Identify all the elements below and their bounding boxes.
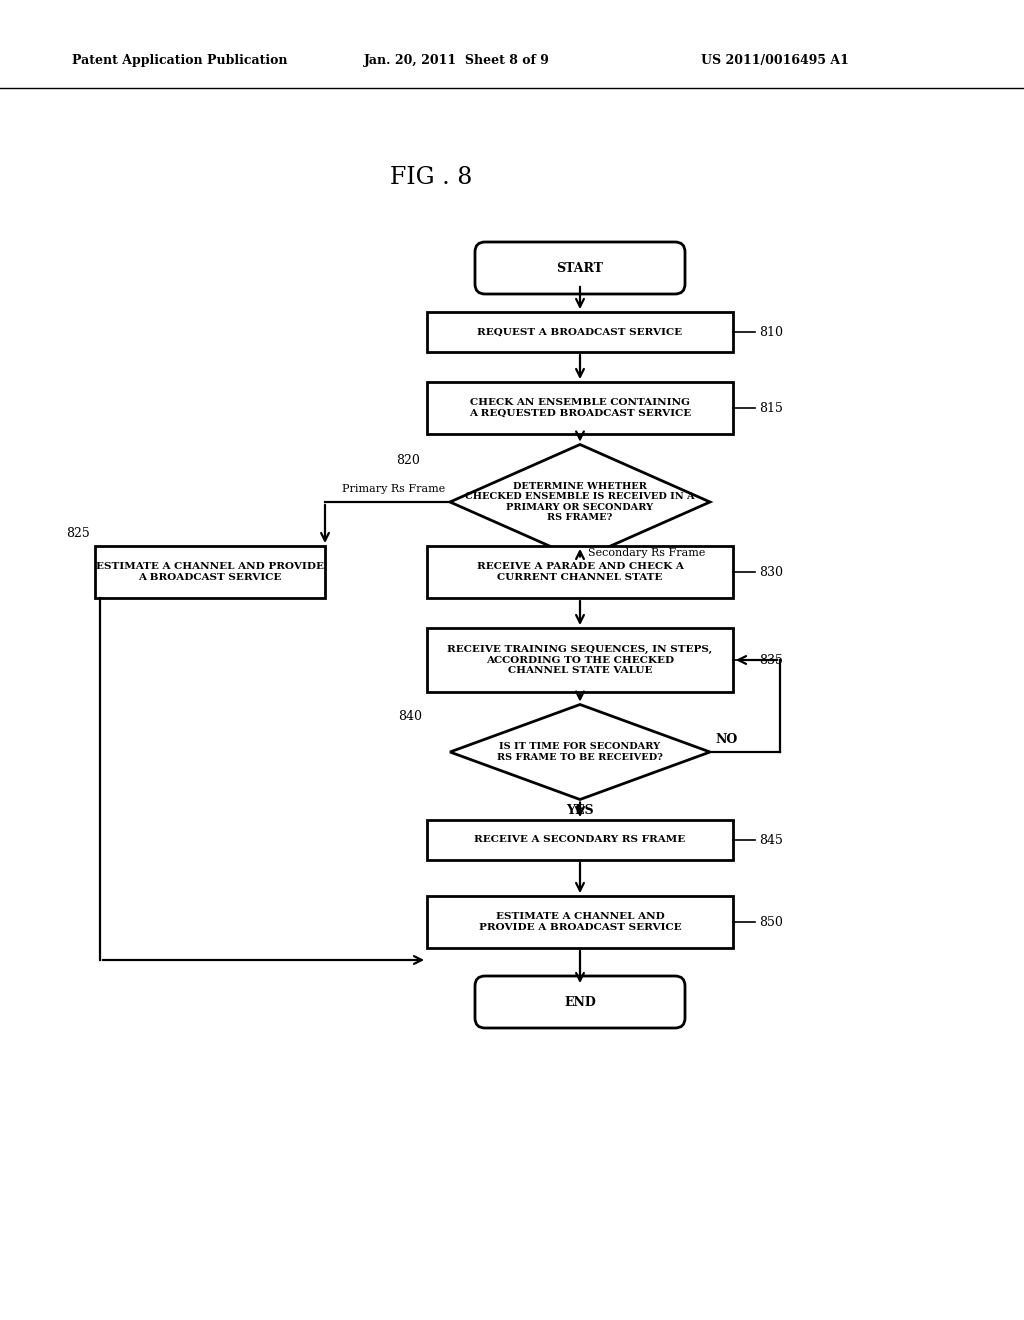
Text: CHECK AN ENSEMBLE CONTAINING
A REQUESTED BROADCAST SERVICE: CHECK AN ENSEMBLE CONTAINING A REQUESTED… <box>469 399 691 417</box>
Polygon shape <box>450 705 710 800</box>
Text: RECEIVE A SECONDARY RS FRAME: RECEIVE A SECONDARY RS FRAME <box>474 836 686 845</box>
Text: START: START <box>557 261 603 275</box>
Text: ESTIMATE A CHANNEL AND
PROVIDE A BROADCAST SERVICE: ESTIMATE A CHANNEL AND PROVIDE A BROADCA… <box>478 912 681 932</box>
FancyBboxPatch shape <box>475 975 685 1028</box>
Bar <box>95 546 325 598</box>
Bar <box>427 312 733 352</box>
Text: 810: 810 <box>759 326 783 338</box>
Text: 815: 815 <box>759 401 783 414</box>
Text: IS IT TIME FOR SECONDARY
RS FRAME TO BE RECEIVED?: IS IT TIME FOR SECONDARY RS FRAME TO BE … <box>497 742 663 762</box>
Bar <box>427 896 733 948</box>
Bar <box>427 628 733 692</box>
Text: NO: NO <box>715 733 737 746</box>
Text: Patent Application Publication: Patent Application Publication <box>72 54 287 67</box>
Bar <box>427 546 733 598</box>
Text: 820: 820 <box>396 454 420 467</box>
Text: YES: YES <box>566 804 594 817</box>
Text: US 2011/0016495 A1: US 2011/0016495 A1 <box>701 54 849 67</box>
Text: DETERMINE WHETHER
CHECKED ENSEMBLE IS RECEIVED IN A
PRIMARY OR SECONDARY
RS FRAM: DETERMINE WHETHER CHECKED ENSEMBLE IS RE… <box>465 482 695 523</box>
Polygon shape <box>450 445 710 560</box>
Text: 850: 850 <box>759 916 783 928</box>
Text: RECEIVE TRAINING SEQUENCES, IN STEPS,
ACCORDING TO THE CHECKED
CHANNEL STATE VAL: RECEIVE TRAINING SEQUENCES, IN STEPS, AC… <box>447 645 713 675</box>
Text: END: END <box>564 995 596 1008</box>
Text: FIG . 8: FIG . 8 <box>390 166 472 190</box>
Text: ESTIMATE A CHANNEL AND PROVIDE
A BROADCAST SERVICE: ESTIMATE A CHANNEL AND PROVIDE A BROADCA… <box>96 562 324 582</box>
Text: RECEIVE A PARADE AND CHECK A
CURRENT CHANNEL STATE: RECEIVE A PARADE AND CHECK A CURRENT CHA… <box>476 562 683 582</box>
Text: 825: 825 <box>67 527 90 540</box>
Text: Primary Rs Frame: Primary Rs Frame <box>342 484 445 494</box>
Text: 830: 830 <box>759 565 783 578</box>
Bar <box>427 820 733 861</box>
Text: Jan. 20, 2011  Sheet 8 of 9: Jan. 20, 2011 Sheet 8 of 9 <box>364 54 550 67</box>
FancyBboxPatch shape <box>475 242 685 294</box>
Text: 845: 845 <box>759 833 783 846</box>
Text: 835: 835 <box>759 653 783 667</box>
Text: REQUEST A BROADCAST SERVICE: REQUEST A BROADCAST SERVICE <box>477 327 683 337</box>
Text: 840: 840 <box>398 710 422 722</box>
Text: Secondary Rs Frame: Secondary Rs Frame <box>588 548 706 558</box>
Bar <box>427 381 733 434</box>
